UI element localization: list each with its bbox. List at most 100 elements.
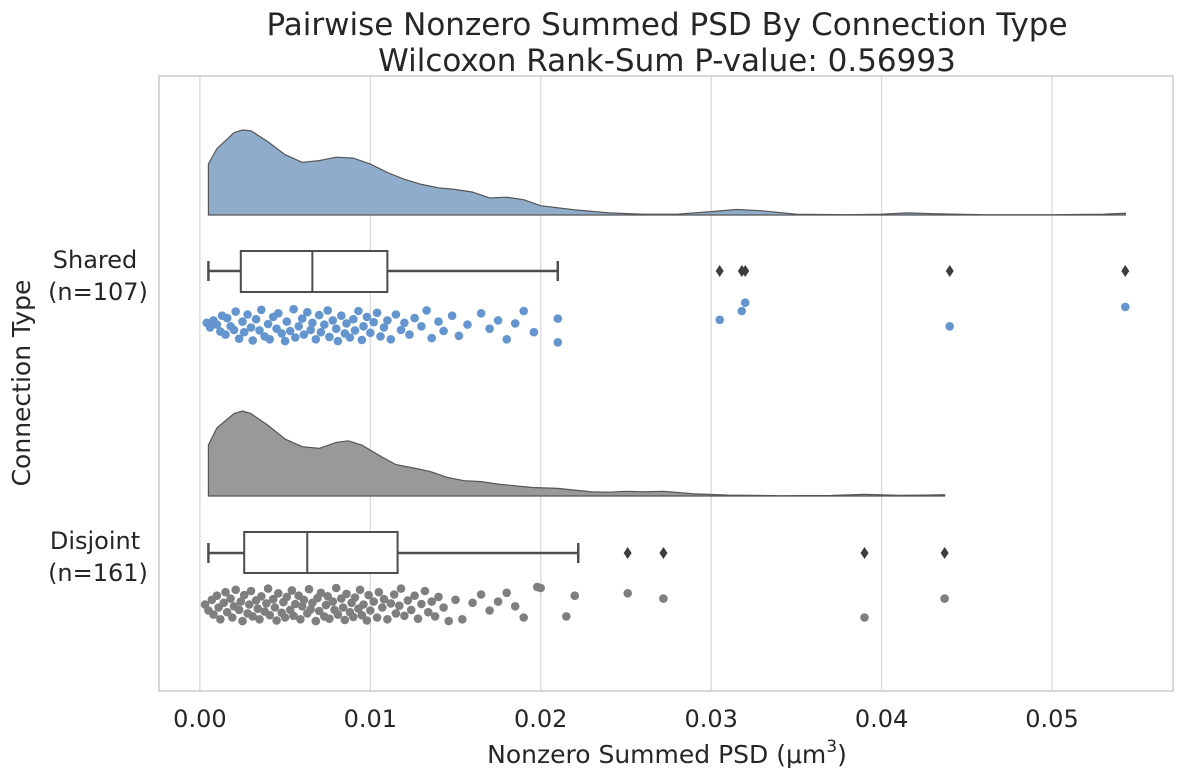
data-point (285, 326, 295, 336)
data-point (493, 597, 503, 606)
y-category-label-name: Disjoint (50, 527, 140, 555)
x-axis-label-main: Nonzero Summed PSD (μm (487, 740, 826, 769)
data-point (328, 316, 338, 325)
data-point (253, 604, 263, 613)
data-point (238, 616, 247, 626)
data-point (272, 616, 281, 625)
data-point (417, 599, 426, 609)
data-point (216, 615, 225, 624)
data-point (405, 330, 414, 339)
data-point (239, 327, 249, 337)
data-point (246, 586, 256, 596)
data-point (289, 611, 298, 621)
data-point (255, 615, 264, 624)
data-point (226, 594, 235, 603)
data-point (444, 616, 454, 626)
data-point (342, 319, 351, 328)
data-point (536, 583, 545, 593)
data-point (328, 597, 338, 606)
kde-half-violin (207, 410, 946, 497)
data-point (274, 309, 283, 318)
data-point (337, 311, 346, 321)
data-point (430, 612, 440, 621)
data-point (374, 587, 384, 597)
data-point (289, 304, 298, 314)
data-point (376, 332, 385, 341)
data-point (316, 588, 326, 598)
data-point (262, 599, 271, 608)
data-point (386, 599, 396, 608)
data-point (359, 600, 368, 609)
data-point (323, 592, 333, 601)
y-axis-label: Connection Type (7, 280, 36, 487)
iqr-box (243, 531, 399, 574)
data-point (623, 589, 632, 598)
data-point (369, 317, 379, 327)
data-point (502, 335, 512, 344)
data-point (350, 593, 360, 602)
data-point (349, 314, 358, 324)
data-point (297, 314, 307, 323)
data-point (468, 598, 477, 608)
data-point (417, 322, 426, 331)
data-point (485, 606, 494, 615)
data-point (427, 597, 437, 606)
data-point (255, 326, 264, 335)
data-point (359, 322, 368, 331)
chart-subtitle: Wilcoxon Rank-Sum P-value: 0.56993 (378, 43, 956, 79)
data-point (306, 605, 316, 614)
data-point (715, 315, 724, 325)
data-point (553, 338, 563, 347)
data-point (231, 307, 240, 316)
data-point (570, 591, 580, 600)
data-point (396, 584, 406, 593)
data-point (434, 592, 443, 602)
data-point (333, 610, 343, 619)
data-point (519, 306, 528, 316)
data-point (314, 606, 324, 616)
plot-frame (158, 75, 1174, 692)
groups-layer (200, 129, 1130, 626)
data-point (422, 306, 431, 315)
data-point (350, 326, 360, 335)
data-point (463, 320, 472, 329)
data-point (476, 590, 486, 599)
data-point (529, 327, 539, 337)
data-point (263, 319, 273, 329)
data-point (246, 323, 256, 332)
data-point (502, 588, 512, 598)
data-point (243, 310, 252, 319)
data-point (274, 589, 283, 598)
data-point (287, 586, 297, 595)
data-point (263, 584, 273, 593)
iqr-box (239, 250, 389, 293)
data-point (236, 597, 246, 606)
data-point (323, 306, 333, 315)
data-point (400, 318, 409, 328)
data-point (299, 330, 309, 339)
data-point (485, 324, 494, 334)
y-category-label-count: (n=161) (48, 559, 148, 587)
data-point (248, 612, 257, 621)
outlier-marker (860, 547, 869, 559)
data-point (239, 590, 249, 600)
data-point (354, 306, 363, 316)
data-point (383, 316, 392, 325)
data-point (737, 306, 747, 316)
data-point (369, 597, 379, 606)
data-point (231, 585, 240, 595)
data-point (331, 324, 341, 334)
data-point (413, 614, 423, 623)
data-point (321, 600, 331, 610)
data-point (325, 332, 334, 342)
x-tick-label: 0.05 (1025, 705, 1078, 733)
data-point (228, 613, 237, 622)
x-tick-label: 0.04 (855, 705, 908, 733)
data-point (311, 616, 321, 626)
data-point (519, 613, 528, 622)
data-point (345, 333, 355, 342)
data-point (458, 615, 467, 624)
data-point (234, 605, 244, 615)
data-point (357, 610, 367, 620)
